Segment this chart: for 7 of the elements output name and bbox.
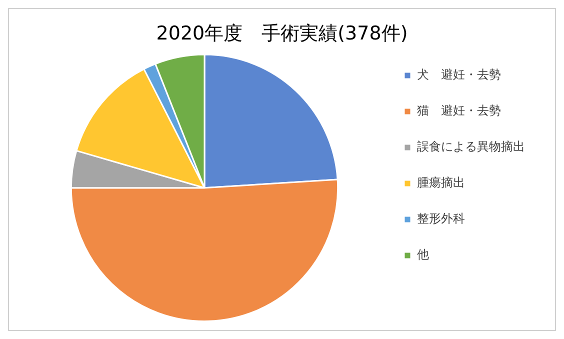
legend-label: 腫瘍摘出	[417, 176, 465, 190]
legend-label: 猫 避妊・去勢	[417, 104, 501, 118]
legend-label: 誤食による異物摘出	[417, 140, 525, 154]
legend-label: 犬 避妊・去勢	[417, 68, 501, 82]
chart-title: 2020年度 手術実績(378件)	[156, 22, 408, 44]
legend-label: 他	[417, 248, 429, 262]
legend-label: 整形外科	[417, 212, 465, 226]
